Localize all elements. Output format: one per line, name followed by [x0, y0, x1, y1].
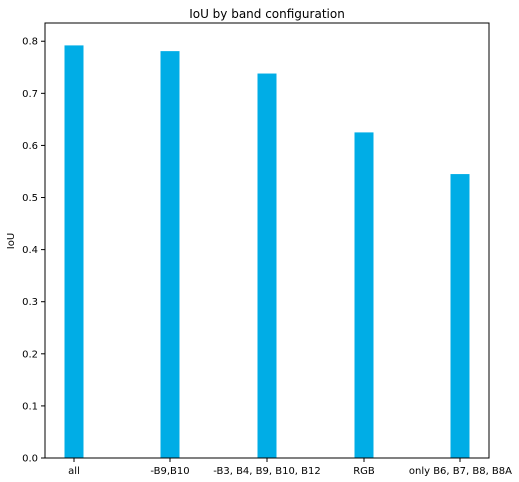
x-tick-label: RGB — [353, 466, 375, 477]
y-tick-label: 0.2 — [22, 349, 38, 360]
y-tick-label: 0.8 — [22, 37, 38, 48]
y-axis-label: IoU — [6, 233, 17, 249]
y-tick-label: 0.7 — [22, 89, 38, 100]
y-tick-label: 0.6 — [22, 141, 38, 152]
y-axis: 0.0 0.1 0.2 0.3 0.4 0.5 0.6 0.7 0.8 — [22, 37, 45, 465]
x-axis: all -B9,B10 -B3, B4, B9, B10, B12 RGB only B… — [68, 458, 512, 477]
bar-3 — [354, 132, 374, 459]
y-tick-label: 0.3 — [22, 297, 38, 308]
x-tick-label: only B6, B7, B8, B8A — [409, 466, 512, 477]
y-tick-label: 0.4 — [22, 245, 38, 256]
bar-0 — [64, 45, 84, 459]
x-tick-label: all — [68, 466, 80, 477]
bar-2 — [257, 73, 277, 459]
y-tick-label: 0.1 — [22, 401, 38, 412]
bars-group — [64, 45, 470, 459]
x-tick-label: -B9,B10 — [150, 466, 189, 477]
y-tick-label: 0.0 — [22, 454, 38, 465]
y-tick-label: 0.5 — [22, 193, 38, 204]
chart-title: IoU by band configuration — [189, 7, 345, 21]
bar-1 — [160, 51, 180, 458]
bar-4 — [450, 174, 470, 458]
x-tick-label: -B3, B4, B9, B10, B12 — [213, 466, 321, 477]
